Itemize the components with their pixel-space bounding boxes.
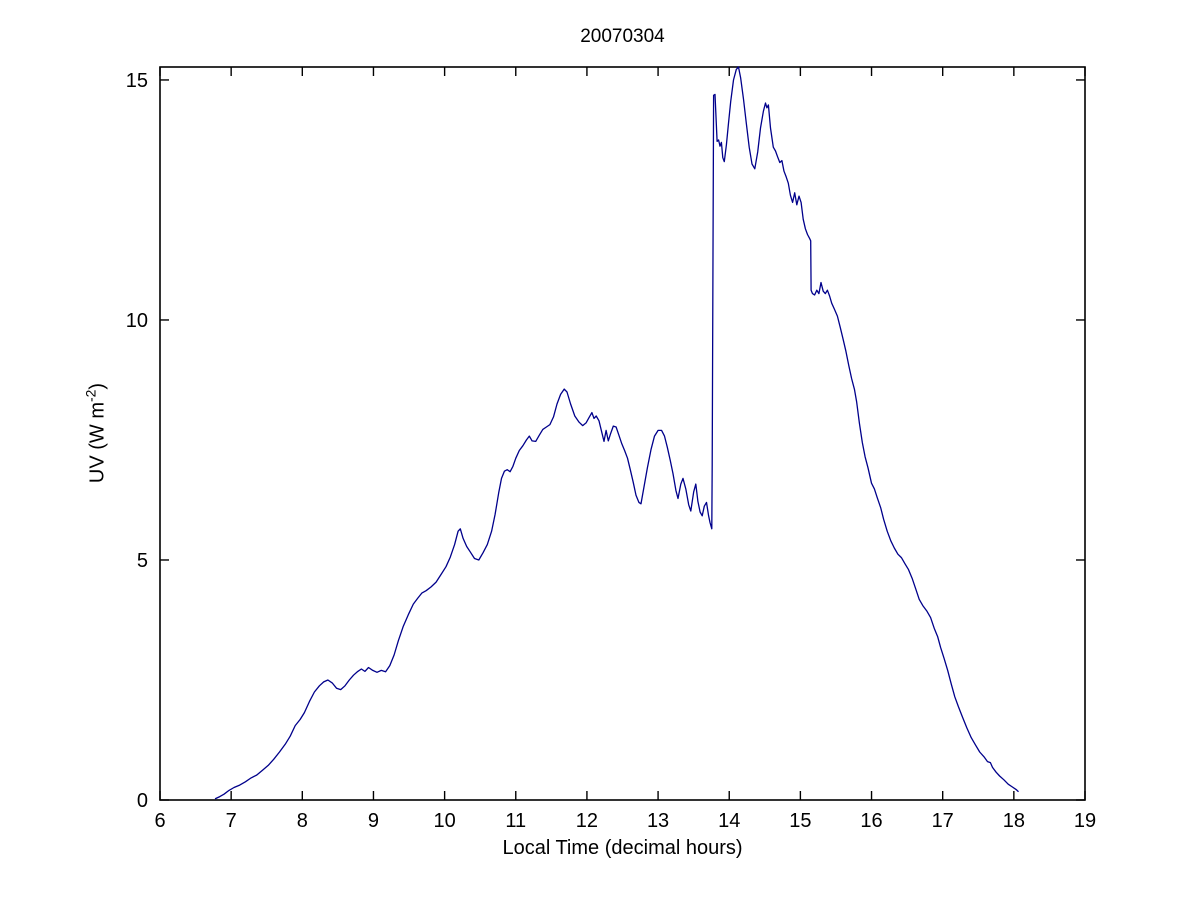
- x-tick-label: 14: [718, 810, 740, 832]
- x-tick-label: 13: [647, 810, 669, 832]
- x-tick-label: 15: [789, 810, 811, 832]
- y-axis-label-suffix: ): [86, 382, 109, 390]
- y-axis-label: UV (W m-2): [83, 383, 110, 483]
- y-tick-label: 15: [126, 70, 148, 92]
- x-tick-label: 9: [368, 810, 379, 832]
- x-tick-label: 17: [932, 810, 954, 832]
- x-tick-label: 16: [860, 810, 882, 832]
- x-tick-label: 11: [505, 810, 526, 832]
- x-tick-label: 10: [433, 810, 455, 832]
- x-tick-label: 6: [154, 810, 165, 832]
- y-axis-label-prefix: UV (W m: [86, 402, 109, 484]
- x-axis-label: Local Time (decimal hours): [502, 837, 743, 859]
- x-tick-label: 12: [576, 810, 598, 832]
- y-tick-label: 10: [126, 310, 148, 332]
- y-tick-label: 5: [137, 550, 148, 572]
- x-tick-label: 19: [1074, 810, 1096, 832]
- chart-title: 20070304: [580, 26, 665, 47]
- y-tick-label: 0: [137, 790, 148, 812]
- y-axis-label-exponent: -2: [82, 389, 99, 403]
- data-line: [214, 66, 1019, 800]
- x-tick-label: 8: [297, 810, 308, 832]
- x-tick-label: 7: [226, 810, 237, 832]
- axes-box: [159, 66, 1086, 801]
- x-tick-label: 18: [1003, 810, 1025, 832]
